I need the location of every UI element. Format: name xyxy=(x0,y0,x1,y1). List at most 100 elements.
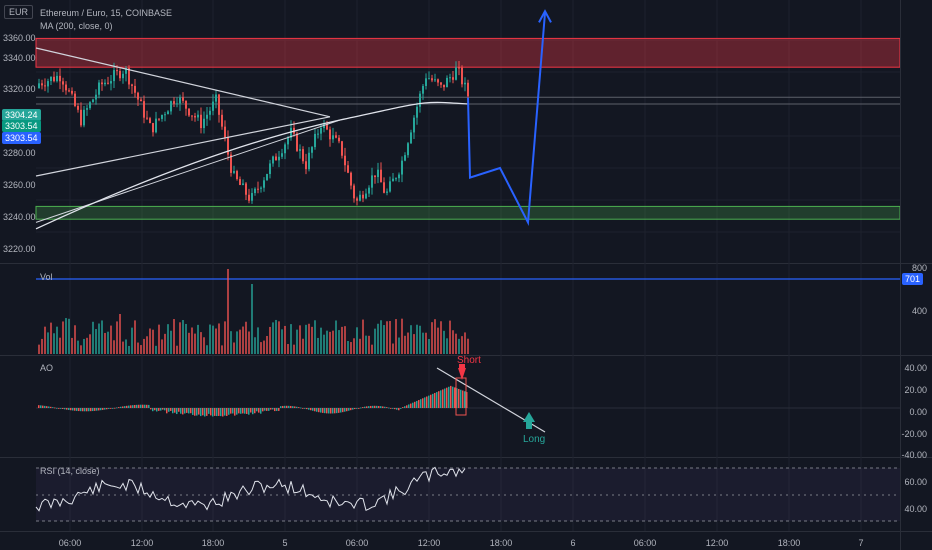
volume-bar xyxy=(359,338,361,354)
ao-bar xyxy=(80,408,82,412)
ao-bar xyxy=(272,408,274,410)
ao-bar xyxy=(362,407,364,408)
ao-bar xyxy=(384,406,386,408)
candle-body xyxy=(389,181,391,192)
volume-bar xyxy=(113,340,115,354)
volume-bar xyxy=(263,340,265,354)
ao-bar xyxy=(330,408,332,414)
candle-body xyxy=(98,82,100,95)
right-scale[interactable]: 800 400 701 40.00 20.00 0.00 -20.00 -40.… xyxy=(900,0,932,550)
ao-bar xyxy=(284,405,286,408)
symbol-legend[interactable]: Ethereum / Euro, 15, COINBASE xyxy=(40,8,173,18)
ao-legend[interactable]: AO xyxy=(40,363,54,373)
ao-bar xyxy=(240,408,242,414)
ao-bar xyxy=(304,408,306,409)
ao-bar xyxy=(292,406,294,408)
ao-bar xyxy=(290,405,292,408)
ao-bar xyxy=(102,408,104,410)
ao-bar xyxy=(118,407,120,408)
candle-body xyxy=(233,171,235,173)
ao-tick: -40.00 xyxy=(901,450,927,460)
ao-tick: 20.00 xyxy=(904,385,927,395)
ao-bar xyxy=(100,408,102,411)
candle-body xyxy=(374,175,376,178)
volume-bar xyxy=(299,325,301,354)
candle-body xyxy=(191,115,193,117)
ao-bar xyxy=(262,408,264,412)
volume-bar xyxy=(434,319,436,354)
candle-body xyxy=(122,73,124,79)
ao-bar xyxy=(138,404,140,408)
ao-bar xyxy=(236,408,238,415)
candle-body xyxy=(68,90,70,92)
volume-bar xyxy=(374,328,376,354)
currency-chip[interactable]: EUR xyxy=(4,5,34,19)
ao-bar xyxy=(250,408,252,413)
ao-bar xyxy=(254,408,256,414)
ao-bar xyxy=(158,408,160,411)
volume-bar xyxy=(380,320,382,354)
ao-bar xyxy=(374,405,376,408)
volume-bar xyxy=(206,345,208,354)
ao-bar xyxy=(130,405,132,408)
ao-bar xyxy=(338,408,340,413)
ao-bar xyxy=(190,408,192,414)
ao-bar xyxy=(198,408,200,415)
ao-bar xyxy=(454,387,456,408)
candle-body xyxy=(167,111,169,115)
ao-bar xyxy=(456,388,458,408)
volume-bar xyxy=(293,344,295,354)
volume-bar xyxy=(332,330,334,354)
ao-highlight-box xyxy=(455,377,467,416)
ao-bar xyxy=(426,396,428,408)
volume-bar xyxy=(185,323,187,354)
ao-bar xyxy=(300,407,302,409)
volume-legend[interactable]: Vol xyxy=(40,272,53,282)
candle-body xyxy=(329,129,331,140)
ao-bar xyxy=(196,408,198,416)
ao-bar xyxy=(94,408,96,411)
volume-bar xyxy=(422,332,424,354)
candle-body xyxy=(110,81,112,84)
candle-body xyxy=(371,175,373,188)
ao-bar xyxy=(120,406,122,408)
volume-bar xyxy=(164,333,166,354)
price-tick: 3220.00 xyxy=(3,244,36,254)
ao-bar xyxy=(264,408,266,411)
candle-body xyxy=(464,82,466,85)
candle-body xyxy=(365,193,367,199)
ao-bar xyxy=(344,408,346,412)
ao-bar xyxy=(266,408,268,411)
volume-bar xyxy=(350,342,352,354)
ao-bar xyxy=(48,406,50,408)
candle-body xyxy=(323,123,325,129)
ao-bar xyxy=(360,407,362,409)
ao-bar xyxy=(106,408,108,410)
candle-body xyxy=(59,75,61,82)
candle-body xyxy=(422,85,424,94)
ao-bar xyxy=(466,392,468,408)
resistance-zone xyxy=(35,37,901,68)
ao-bar xyxy=(446,387,448,408)
volume-bar xyxy=(107,331,109,354)
candle-body xyxy=(50,76,52,82)
ma-legend[interactable]: MA (200, close, 0) xyxy=(40,21,113,31)
rsi-legend[interactable]: RSI (14, close) xyxy=(40,466,100,476)
candle-body xyxy=(179,97,181,104)
volume-ao-separator xyxy=(0,355,932,356)
ao-bar xyxy=(302,408,304,409)
ao-bar xyxy=(448,386,450,408)
ao-bar xyxy=(228,408,230,415)
long-arrow-stem xyxy=(526,421,532,429)
volume-bar xyxy=(194,333,196,354)
volume-bar xyxy=(329,331,331,354)
candle-body xyxy=(230,154,232,173)
volume-bar xyxy=(122,341,124,354)
volume-bar xyxy=(233,342,235,354)
volume-bar xyxy=(245,321,247,354)
ao-bar xyxy=(298,407,300,408)
ao-bar xyxy=(382,406,384,408)
ao-bar xyxy=(222,408,224,417)
volume-bar xyxy=(221,345,223,354)
